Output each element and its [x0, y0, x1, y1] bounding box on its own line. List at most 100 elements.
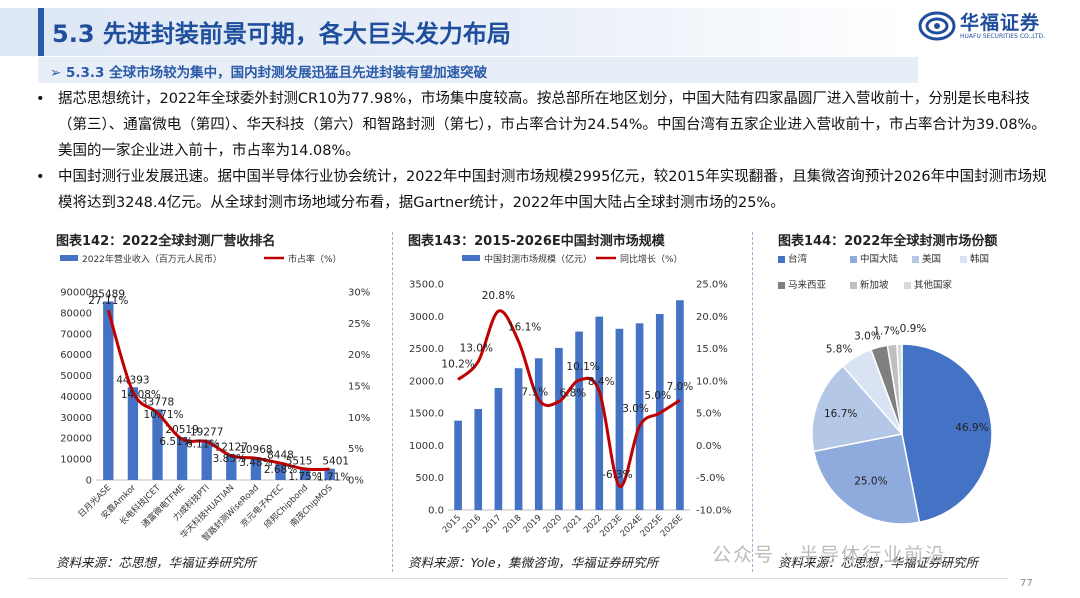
x-axis-tick-label: 2026E	[659, 513, 685, 539]
line-data-label: 2.68%	[264, 464, 297, 476]
y-axis-tick-label: 60000	[60, 350, 92, 361]
bullet-text: 中国封测行业发展迅速。据中国半导体行业协会统计，2022年中国封测市场规模299…	[58, 169, 1047, 211]
title-bar: 5.3 先进封装前景可期，各大巨头发力布局 华福证券 HUAFU SECURIT…	[0, 0, 1080, 62]
x-axis-tick-label: 2021	[562, 513, 584, 535]
y-axis-tick-label: 3500.0	[409, 280, 444, 291]
legend-line-label: 市占率（%）	[288, 253, 342, 265]
chart-142-revenue-ranking: 2022年营业收入（百万元人民币） 市占率（%） 0 10000 20000 30000 4…	[60, 253, 370, 544]
line-data-label: 6.11%	[186, 439, 219, 451]
bar	[514, 368, 523, 510]
y2-axis-tick-label: 30%	[348, 288, 370, 299]
legend-swatch	[912, 256, 919, 263]
legend-label: 台湾	[788, 253, 808, 265]
line-data-label: 7.1%	[521, 387, 548, 399]
y2-axis-tick-label: 15.0%	[696, 344, 728, 355]
page-number: 77	[1020, 578, 1033, 589]
y-axis-tick-label: 0	[86, 476, 92, 487]
y-axis-tick-label: 500.0	[415, 473, 444, 484]
x-axis-tick-label: 2017	[481, 513, 503, 535]
y-axis-tick-label: 40000	[60, 392, 92, 403]
y2-axis-tick-label: 0.0%	[696, 441, 721, 452]
bar	[555, 347, 563, 510]
y-axis-tick-label: 1500.0	[409, 409, 444, 420]
y2-axis-tick-label: 5.0%	[696, 409, 721, 420]
line-data-label: 20.8%	[482, 290, 515, 302]
panel-divider	[752, 232, 753, 572]
x-axis-tick-label: 2015	[441, 513, 463, 535]
chart-144-title: 图表144：2022年全球封测市场份额	[778, 234, 998, 249]
pie-data-label: 3.0%	[854, 330, 881, 342]
y-axis-tick-label: 50000	[60, 371, 92, 382]
chart-143-china-market-size: 中国封测市场规模（亿元） 同比增长（%） 0.0 500.0 1000.0 1500.0 2…	[409, 253, 731, 539]
legend-bar-label: 2022年营业收入（百万元人民币）	[82, 253, 222, 265]
bar	[676, 300, 684, 510]
y-axis-tick-label: 2000.0	[409, 376, 444, 387]
bar-data-label: 44393	[116, 374, 149, 386]
bar-data-label: 8448	[267, 449, 294, 461]
legend-swatch	[960, 256, 967, 263]
footer-divider	[28, 578, 1008, 579]
bullet-dot: •	[36, 91, 45, 107]
x-axis-tick-label: 2018	[501, 513, 523, 535]
line-data-label: 3.0%	[622, 403, 649, 415]
legend-line-label: 同比增长（%）	[620, 253, 683, 265]
chart-142-title: 图表142：2022全球封测厂营收排名	[56, 234, 276, 249]
y2-axis-tick-label: 10.0%	[696, 376, 728, 387]
bar	[494, 387, 503, 510]
y-axis-tick-label: 0.0	[428, 506, 444, 517]
bar	[299, 468, 311, 480]
y2-axis-tick-label: 5%	[348, 444, 364, 455]
x-axis-tick-label: 京元电子KYEC	[238, 482, 285, 529]
line-data-label: 16.1%	[508, 321, 541, 333]
bar	[152, 409, 163, 480]
x-axis-tick-label: 2020	[542, 513, 564, 535]
y-axis-tick-label: 2500.0	[409, 344, 444, 355]
pie-slice	[901, 343, 993, 524]
legend-swatch	[850, 282, 857, 289]
bullet-list: • 据芯思想统计，2022年全球委外封测CR10为77.98%，市场集中度较高。…	[36, 86, 1056, 216]
company-logo: 华福证券 HUAFU SECURITIES CO.,LTD.	[918, 8, 1068, 48]
y2-axis-tick-label: -5.0%	[696, 473, 725, 484]
x-axis-tick-label: 通富微电TFME	[139, 482, 187, 530]
bar-data-label: 5401	[322, 456, 349, 468]
y2-axis-tick-label: 20.0%	[696, 312, 728, 323]
legend-bar-swatch	[462, 255, 480, 261]
legend-swatch	[778, 256, 785, 263]
bar	[454, 420, 462, 510]
chart-143-source: 资料来源：Yole，集微咨询，华福证券研究所	[408, 555, 659, 570]
line-data-label: 13.0%	[460, 342, 493, 354]
section-subtitle: ➢ 5.3.3 全球市场较为集中，国内封测发展迅猛且先进封装有望加速突破	[38, 57, 918, 83]
legend-label: 其他国家	[914, 279, 953, 291]
y2-axis-tick-label: 10%	[348, 413, 370, 424]
bar	[250, 457, 262, 480]
bar-data-label: 10968	[239, 444, 272, 456]
bar	[635, 323, 644, 510]
bar	[324, 468, 335, 480]
y2-axis-tick-label: 20%	[348, 350, 370, 361]
line-data-label: 10.71%	[143, 409, 183, 421]
x-axis-tick-label: 2019	[521, 513, 543, 535]
bar-data-label: 33778	[141, 396, 174, 408]
line-data-label: -6.3%	[602, 469, 632, 481]
y-axis-tick-label: 70000	[60, 329, 92, 340]
bar	[176, 437, 188, 480]
bar-data-label: 5515	[286, 455, 313, 467]
line-data-label: 6.8%	[560, 388, 587, 400]
pie-data-label: 5.8%	[826, 343, 853, 355]
y2-axis-tick-label: 15%	[348, 382, 370, 393]
bar	[226, 454, 237, 480]
legend-label: 中国大陆	[860, 253, 899, 265]
bar	[575, 331, 583, 510]
legend-swatch	[904, 282, 911, 289]
title-accent-bar	[38, 8, 44, 56]
pie-data-label: 25.0%	[854, 475, 887, 487]
logo-english-name: HUAFU SECURITIES CO.,LTD.	[960, 33, 1046, 40]
y2-axis-tick-label: 25.0%	[696, 280, 728, 291]
bar	[474, 409, 483, 510]
bar	[534, 358, 543, 510]
y-axis-tick-label: 1000.0	[409, 441, 444, 452]
pie-data-label: 1.7%	[873, 326, 900, 338]
legend-bar-swatch	[60, 255, 78, 261]
line-data-label: 10.2%	[441, 359, 474, 371]
